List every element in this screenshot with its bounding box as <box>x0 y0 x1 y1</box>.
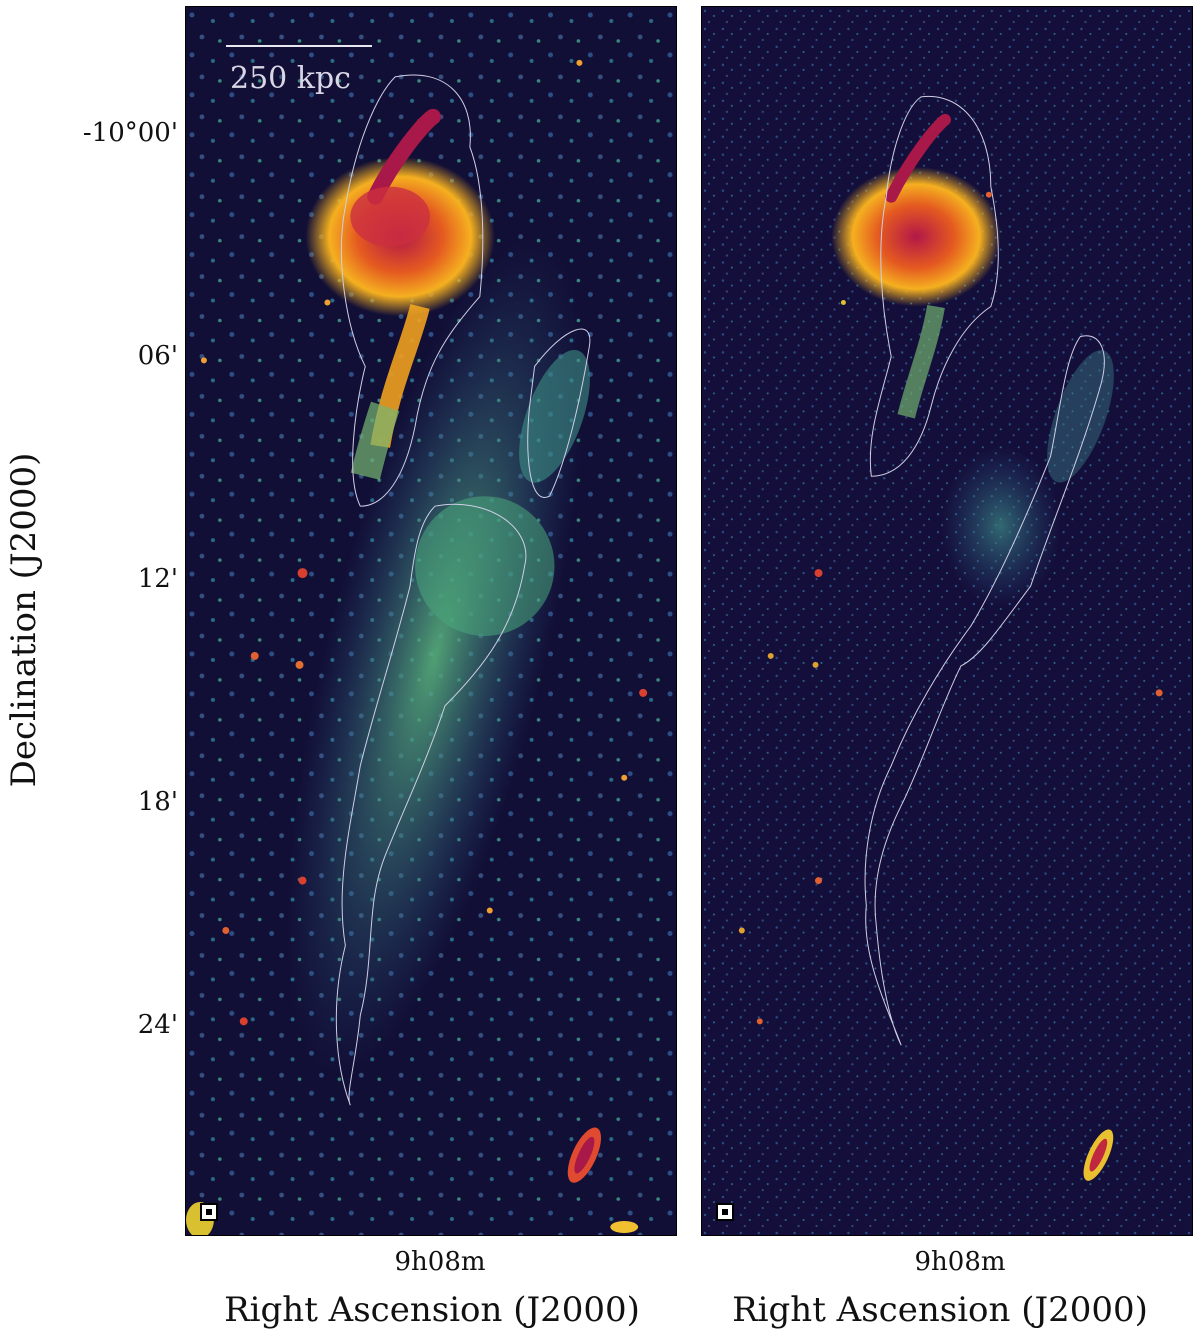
radio-map-left <box>186 7 676 1235</box>
beam-marker-left <box>200 1203 218 1221</box>
y-axis-label: Declination (J2000) <box>4 452 44 788</box>
y-axis-title: Declination (J2000) <box>0 420 48 820</box>
scalebar-label: 250 kpc <box>230 61 351 96</box>
dec-tick-label-4: 24' <box>137 1010 178 1040</box>
radio-image-right <box>701 6 1193 1236</box>
radio-image-left: 250 kpc <box>185 6 677 1236</box>
x-axis-label-right: Right Ascension (J2000) <box>732 1290 1148 1330</box>
dec-tick-label-3: 18' <box>137 787 178 817</box>
ra-tick-label-left: 9h08m <box>394 1247 486 1277</box>
dec-tick-label-0: -10°00' <box>82 118 178 148</box>
ra-tick-label-right: 9h08m <box>914 1247 1006 1277</box>
dec-tick-label-2: 12' <box>137 564 178 594</box>
scalebar-line <box>226 45 372 47</box>
dec-tick-label-1: 06' <box>137 341 178 371</box>
beam-marker-right <box>716 1203 734 1221</box>
radio-map-right <box>702 7 1192 1235</box>
x-axis-label-left: Right Ascension (J2000) <box>224 1290 640 1330</box>
